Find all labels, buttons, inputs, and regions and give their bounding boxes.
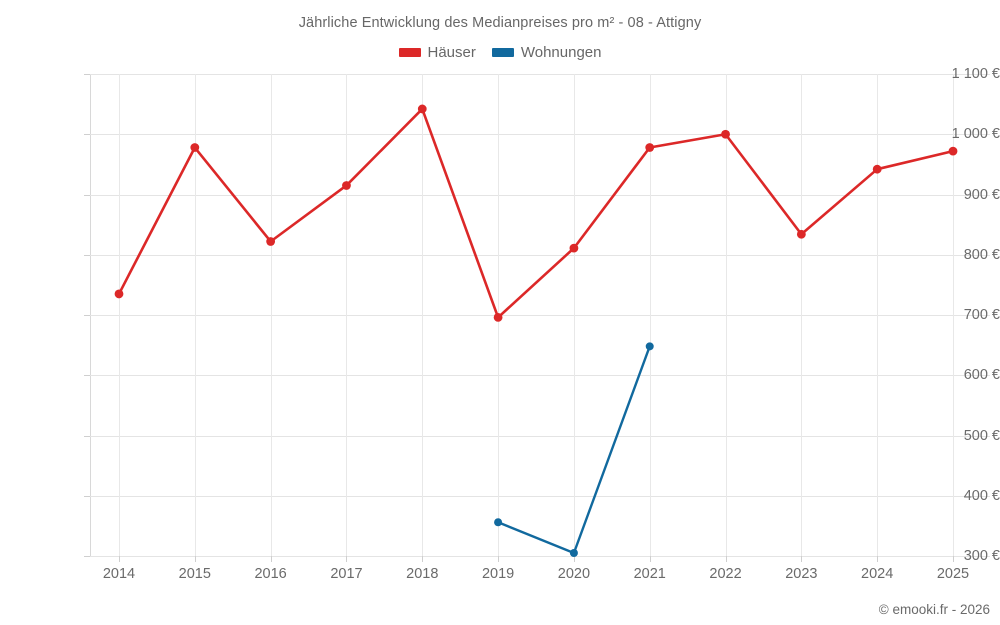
- y-tick-label: 1 000 €: [951, 126, 1000, 143]
- gridline-vertical: [119, 74, 120, 556]
- y-tick-mark: [84, 74, 90, 75]
- x-tick-label: 2022: [709, 566, 742, 582]
- gridline-vertical: [422, 74, 424, 556]
- x-tick-label: 2019: [481, 566, 515, 582]
- gridline-horizontal: [90, 194, 990, 196]
- gridline-horizontal: [90, 556, 990, 557]
- legend-item-label: Wohnungen: [520, 44, 602, 61]
- gridline-horizontal: [90, 254, 990, 256]
- gridline-vertical: [573, 74, 575, 556]
- y-tick-label: 1 100 €: [951, 66, 1000, 82]
- legend-swatch-icon: [398, 48, 421, 57]
- gridline-vertical: [877, 74, 879, 556]
- x-tick-mark: [498, 556, 500, 562]
- x-tick-mark: [649, 556, 651, 562]
- y-tick-mark: [84, 194, 90, 196]
- x-tick-label: 2023: [785, 566, 818, 582]
- x-tick-label: 2024: [861, 566, 894, 582]
- y-tick-label: 900 €: [963, 186, 1000, 203]
- y-tick-mark: [84, 134, 90, 136]
- gridline-vertical: [801, 74, 803, 556]
- y-tick-label: 800 €: [963, 246, 1000, 263]
- x-tick-label: 2015: [178, 566, 211, 582]
- x-tick-mark: [119, 556, 120, 562]
- y-tick-mark: [84, 495, 90, 497]
- chart-legend: Häuser Wohnungen: [0, 44, 1000, 61]
- x-tick-label: 2021: [633, 566, 666, 582]
- x-tick-mark: [270, 556, 272, 562]
- gridline-horizontal: [90, 134, 990, 136]
- gridline-vertical: [725, 74, 727, 556]
- gridline-horizontal: [90, 375, 990, 377]
- y-tick-mark: [84, 375, 90, 377]
- x-tick-mark: [573, 556, 575, 562]
- legend-item-1[interactable]: Häuser: [398, 44, 476, 61]
- x-tick-label: 2017: [330, 566, 363, 582]
- y-tick-mark: [84, 556, 90, 557]
- gridline-horizontal: [90, 435, 990, 437]
- chart-title: Jährliche Entwicklung des Medianpreises …: [298, 15, 702, 31]
- gridline-vertical: [498, 74, 500, 556]
- y-tick-mark: [84, 435, 90, 437]
- legend-item-2[interactable]: Wohnungen: [491, 44, 602, 61]
- x-tick-mark: [877, 556, 879, 562]
- y-tick-label: 500 €: [963, 427, 1000, 444]
- x-tick-mark: [953, 556, 954, 562]
- y-tick-mark: [84, 254, 90, 256]
- legend-item-label: Häuser: [427, 44, 476, 61]
- x-tick-mark: [801, 556, 803, 562]
- x-tick-label: 2020: [557, 566, 591, 582]
- copyright-credit: © emooki.fr - 2026: [878, 602, 990, 617]
- x-tick-label: 2014: [102, 566, 136, 582]
- y-tick-label: 700 €: [963, 307, 1000, 323]
- x-tick-label: 2016: [254, 566, 287, 582]
- x-tick-label: 2025: [936, 566, 970, 582]
- x-tick-mark: [422, 556, 424, 562]
- gridline-horizontal: [90, 315, 990, 316]
- y-tick-label: 600 €: [963, 367, 1000, 384]
- plot-area: [90, 74, 990, 557]
- x-tick-label: 2018: [406, 566, 439, 582]
- legend-swatch-icon: [491, 48, 514, 57]
- gridline-vertical: [346, 74, 348, 556]
- x-tick-mark: [194, 556, 196, 562]
- gridline-vertical: [649, 74, 651, 556]
- y-tick-mark: [84, 315, 90, 316]
- x-tick-mark: [725, 556, 727, 562]
- y-tick-label: 400 €: [963, 487, 1000, 504]
- x-tick-mark: [346, 556, 348, 562]
- gridline-vertical: [194, 74, 196, 556]
- gridline-vertical: [270, 74, 272, 556]
- y-tick-label: 300 €: [963, 548, 1000, 564]
- gridline-horizontal: [90, 495, 990, 497]
- gridline-horizontal: [90, 74, 990, 75]
